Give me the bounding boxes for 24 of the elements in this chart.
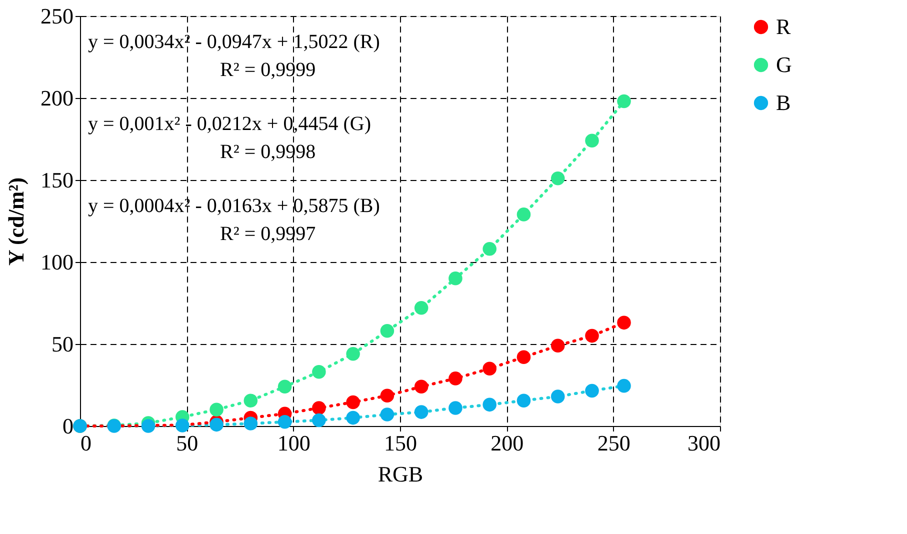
y-tick-label: 100 bbox=[40, 250, 74, 274]
x-axis-title: RGB bbox=[378, 462, 424, 486]
annotation: y = 0,0004x² - 0,0163x + 0,5875 (B) bbox=[88, 195, 380, 217]
annotation: R² = 0,9997 bbox=[220, 223, 316, 245]
y-tick-label: 150 bbox=[40, 168, 74, 192]
annotation: y = 0,001x² - 0,0212x + 0,4454 (G) bbox=[88, 113, 371, 135]
legend-label: G bbox=[776, 52, 792, 77]
x-tick-label: 300 bbox=[688, 430, 720, 456]
annotation: y = 0,0034x² - 0,0947x + 1,5022 (R) bbox=[88, 31, 380, 53]
y-axis-title: Y (cd/m²) bbox=[4, 177, 28, 266]
x-tick-label: 150 bbox=[384, 430, 417, 456]
y-tick-label: 0 bbox=[62, 414, 74, 438]
annotation: R² = 0,9998 bbox=[220, 141, 316, 163]
y-tick-label: 250 bbox=[40, 4, 74, 28]
x-tick-label: 250 bbox=[597, 430, 630, 456]
annotation: R² = 0,9999 bbox=[220, 59, 316, 81]
x-tick-label: 50 bbox=[176, 430, 198, 456]
x-tick-label: 100 bbox=[277, 430, 310, 456]
legend-label: B bbox=[776, 90, 791, 115]
y-tick-label: 200 bbox=[40, 86, 74, 110]
x-tick-label: 200 bbox=[490, 430, 524, 456]
y-tick-label: 50 bbox=[52, 332, 74, 356]
x-tick-label: 0 bbox=[80, 430, 92, 456]
legend-label: R bbox=[776, 14, 791, 39]
